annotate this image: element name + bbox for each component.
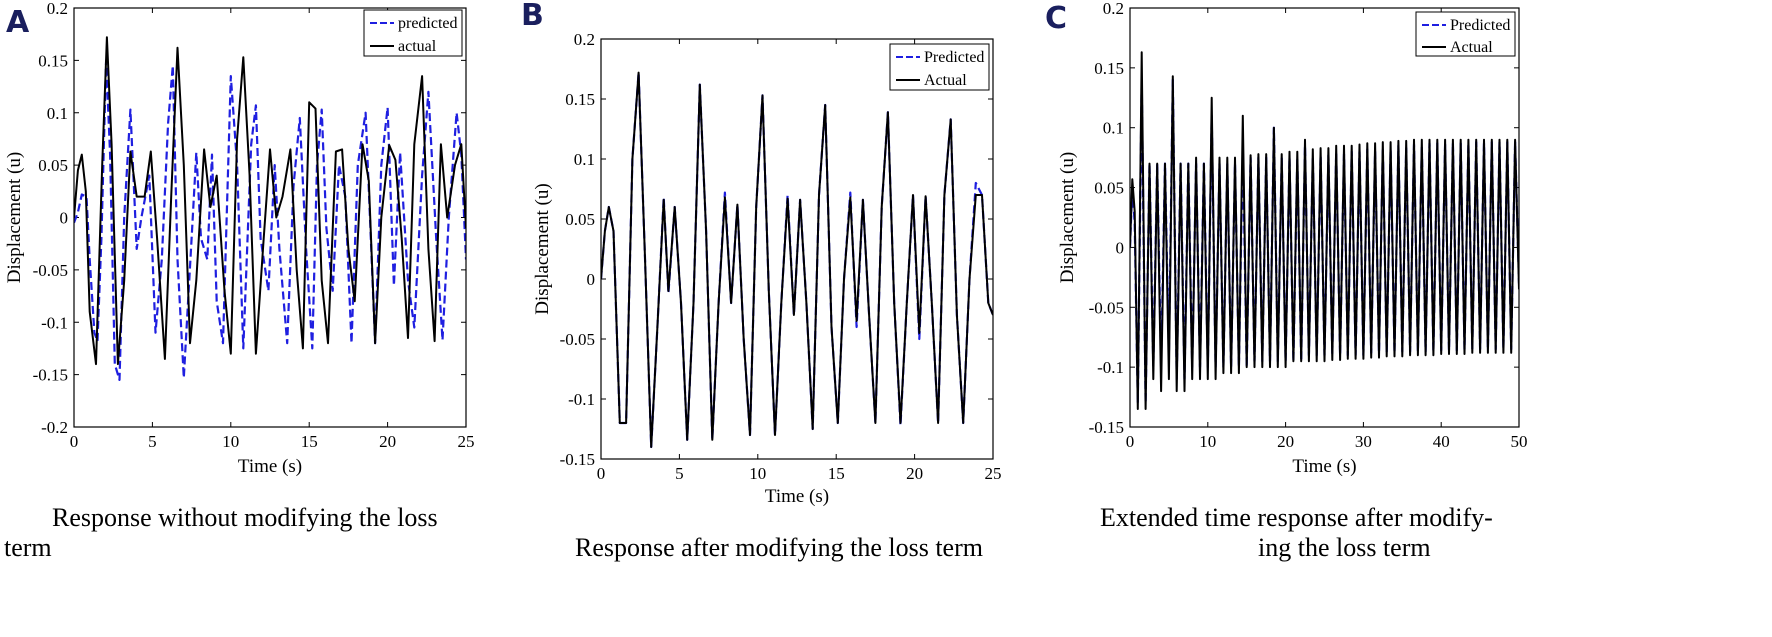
- y-tick-label: 0.05: [565, 210, 595, 229]
- y-tick-label: -0.05: [560, 330, 595, 349]
- panel-caption: Extended time response after modify-: [1100, 503, 1493, 532]
- y-tick-label: -0.1: [1097, 358, 1124, 377]
- y-tick-label: 0.2: [47, 0, 68, 18]
- x-tick-label: 5: [675, 464, 684, 483]
- y-axis-label: Displacement (u): [532, 183, 553, 314]
- panel-letter: C: [1045, 1, 1067, 36]
- x-tick-label: 0: [1126, 432, 1135, 451]
- legend-box: [889, 43, 990, 91]
- y-tick-label: 0.05: [1094, 179, 1124, 198]
- series-line-actual: [1130, 51, 1519, 410]
- x-tick-label: 20: [379, 432, 396, 451]
- x-tick-label: 5: [148, 432, 157, 451]
- y-tick-label: -0.15: [33, 366, 68, 385]
- y-tick-label: 0.15: [1094, 59, 1124, 78]
- x-tick-label: 20: [906, 464, 923, 483]
- y-tick-label: 0: [1116, 238, 1125, 257]
- x-tick-label: 0: [70, 432, 79, 451]
- x-tick-label: 0: [597, 464, 606, 483]
- plot-frame: [73, 7, 467, 428]
- x-tick-label: 30: [1355, 432, 1372, 451]
- panel-a: A 0 5 10 15 20 25 -0.2 -0.15 -0.1 -0.05 0 0.05 0.1 0.1…: [4, 0, 475, 562]
- y-axis-label: Displacement (u): [4, 152, 25, 283]
- y-tick-label: 0: [60, 209, 69, 228]
- y-tick-label: -0.15: [1089, 418, 1124, 437]
- y-tick-label: 0.2: [1103, 0, 1124, 18]
- x-tick-label: 50: [1511, 432, 1528, 451]
- y-tick-label: 0.1: [1103, 119, 1124, 138]
- plot-frame: [1129, 7, 1520, 428]
- panel-c: C 0 10 20 30 40 50 -0.15 -0.1 -0.05 0 0.05 0.1 0.15 0.…: [1045, 0, 1528, 562]
- y-tick-label: -0.05: [1089, 298, 1124, 317]
- panel-b: B 0 5 10 15 20 25 -0.15 -0.1 -0.05 0 0.05 0.1 0.15 0.2…: [521, 0, 1002, 562]
- y-tick-label: -0.15: [560, 450, 595, 469]
- legend-entry: actual: [398, 38, 437, 55]
- panel-caption: Response without modifying the loss: [52, 503, 438, 532]
- y-tick-label: 0.1: [574, 150, 595, 169]
- y-axis-label: Displacement (u): [1057, 152, 1078, 283]
- legend-entry: Actual: [924, 72, 967, 89]
- y-tick-label: 0: [587, 270, 596, 289]
- legend-entry: Actual: [1450, 39, 1493, 56]
- legend-entry: Predicted: [924, 49, 984, 66]
- x-axis-label: Time (s): [238, 456, 302, 477]
- panel-caption: Response after modifying the loss term: [575, 533, 983, 562]
- y-tick-label: 0.05: [38, 156, 68, 175]
- plot-frame: [600, 38, 994, 460]
- x-tick-label: 20: [1277, 432, 1294, 451]
- y-tick-label: -0.2: [41, 418, 68, 437]
- panel-caption: ing the loss term: [1258, 533, 1431, 562]
- x-axis-label: Time (s): [1292, 456, 1356, 477]
- legend-box: [363, 9, 463, 57]
- y-tick-label: 0.2: [574, 30, 595, 49]
- x-tick-label: 10: [222, 432, 239, 451]
- y-tick-label: 0.15: [565, 90, 595, 109]
- x-tick-label: 25: [985, 464, 1002, 483]
- panel-letter: A: [6, 5, 30, 40]
- panel-caption: term: [4, 533, 52, 562]
- series-line-actual: [601, 71, 993, 448]
- legend-entry: predicted: [398, 15, 458, 32]
- x-tick-label: 40: [1433, 432, 1450, 451]
- x-tick-label: 10: [1199, 432, 1216, 451]
- x-tick-label: 15: [301, 432, 318, 451]
- series-line-actual: [74, 36, 466, 366]
- y-tick-label: 0.15: [38, 51, 68, 70]
- x-tick-label: 15: [828, 464, 845, 483]
- panel-letter: B: [521, 0, 544, 33]
- y-tick-label: -0.1: [568, 390, 595, 409]
- legend-entry: Predicted: [1450, 17, 1510, 34]
- y-tick-label: -0.05: [33, 261, 68, 280]
- x-axis-label: Time (s): [765, 486, 829, 507]
- y-tick-label: -0.1: [41, 313, 68, 332]
- legend-box: [1415, 11, 1516, 57]
- y-tick-label: 0.1: [47, 104, 68, 123]
- x-tick-label: 25: [458, 432, 475, 451]
- x-tick-label: 10: [749, 464, 766, 483]
